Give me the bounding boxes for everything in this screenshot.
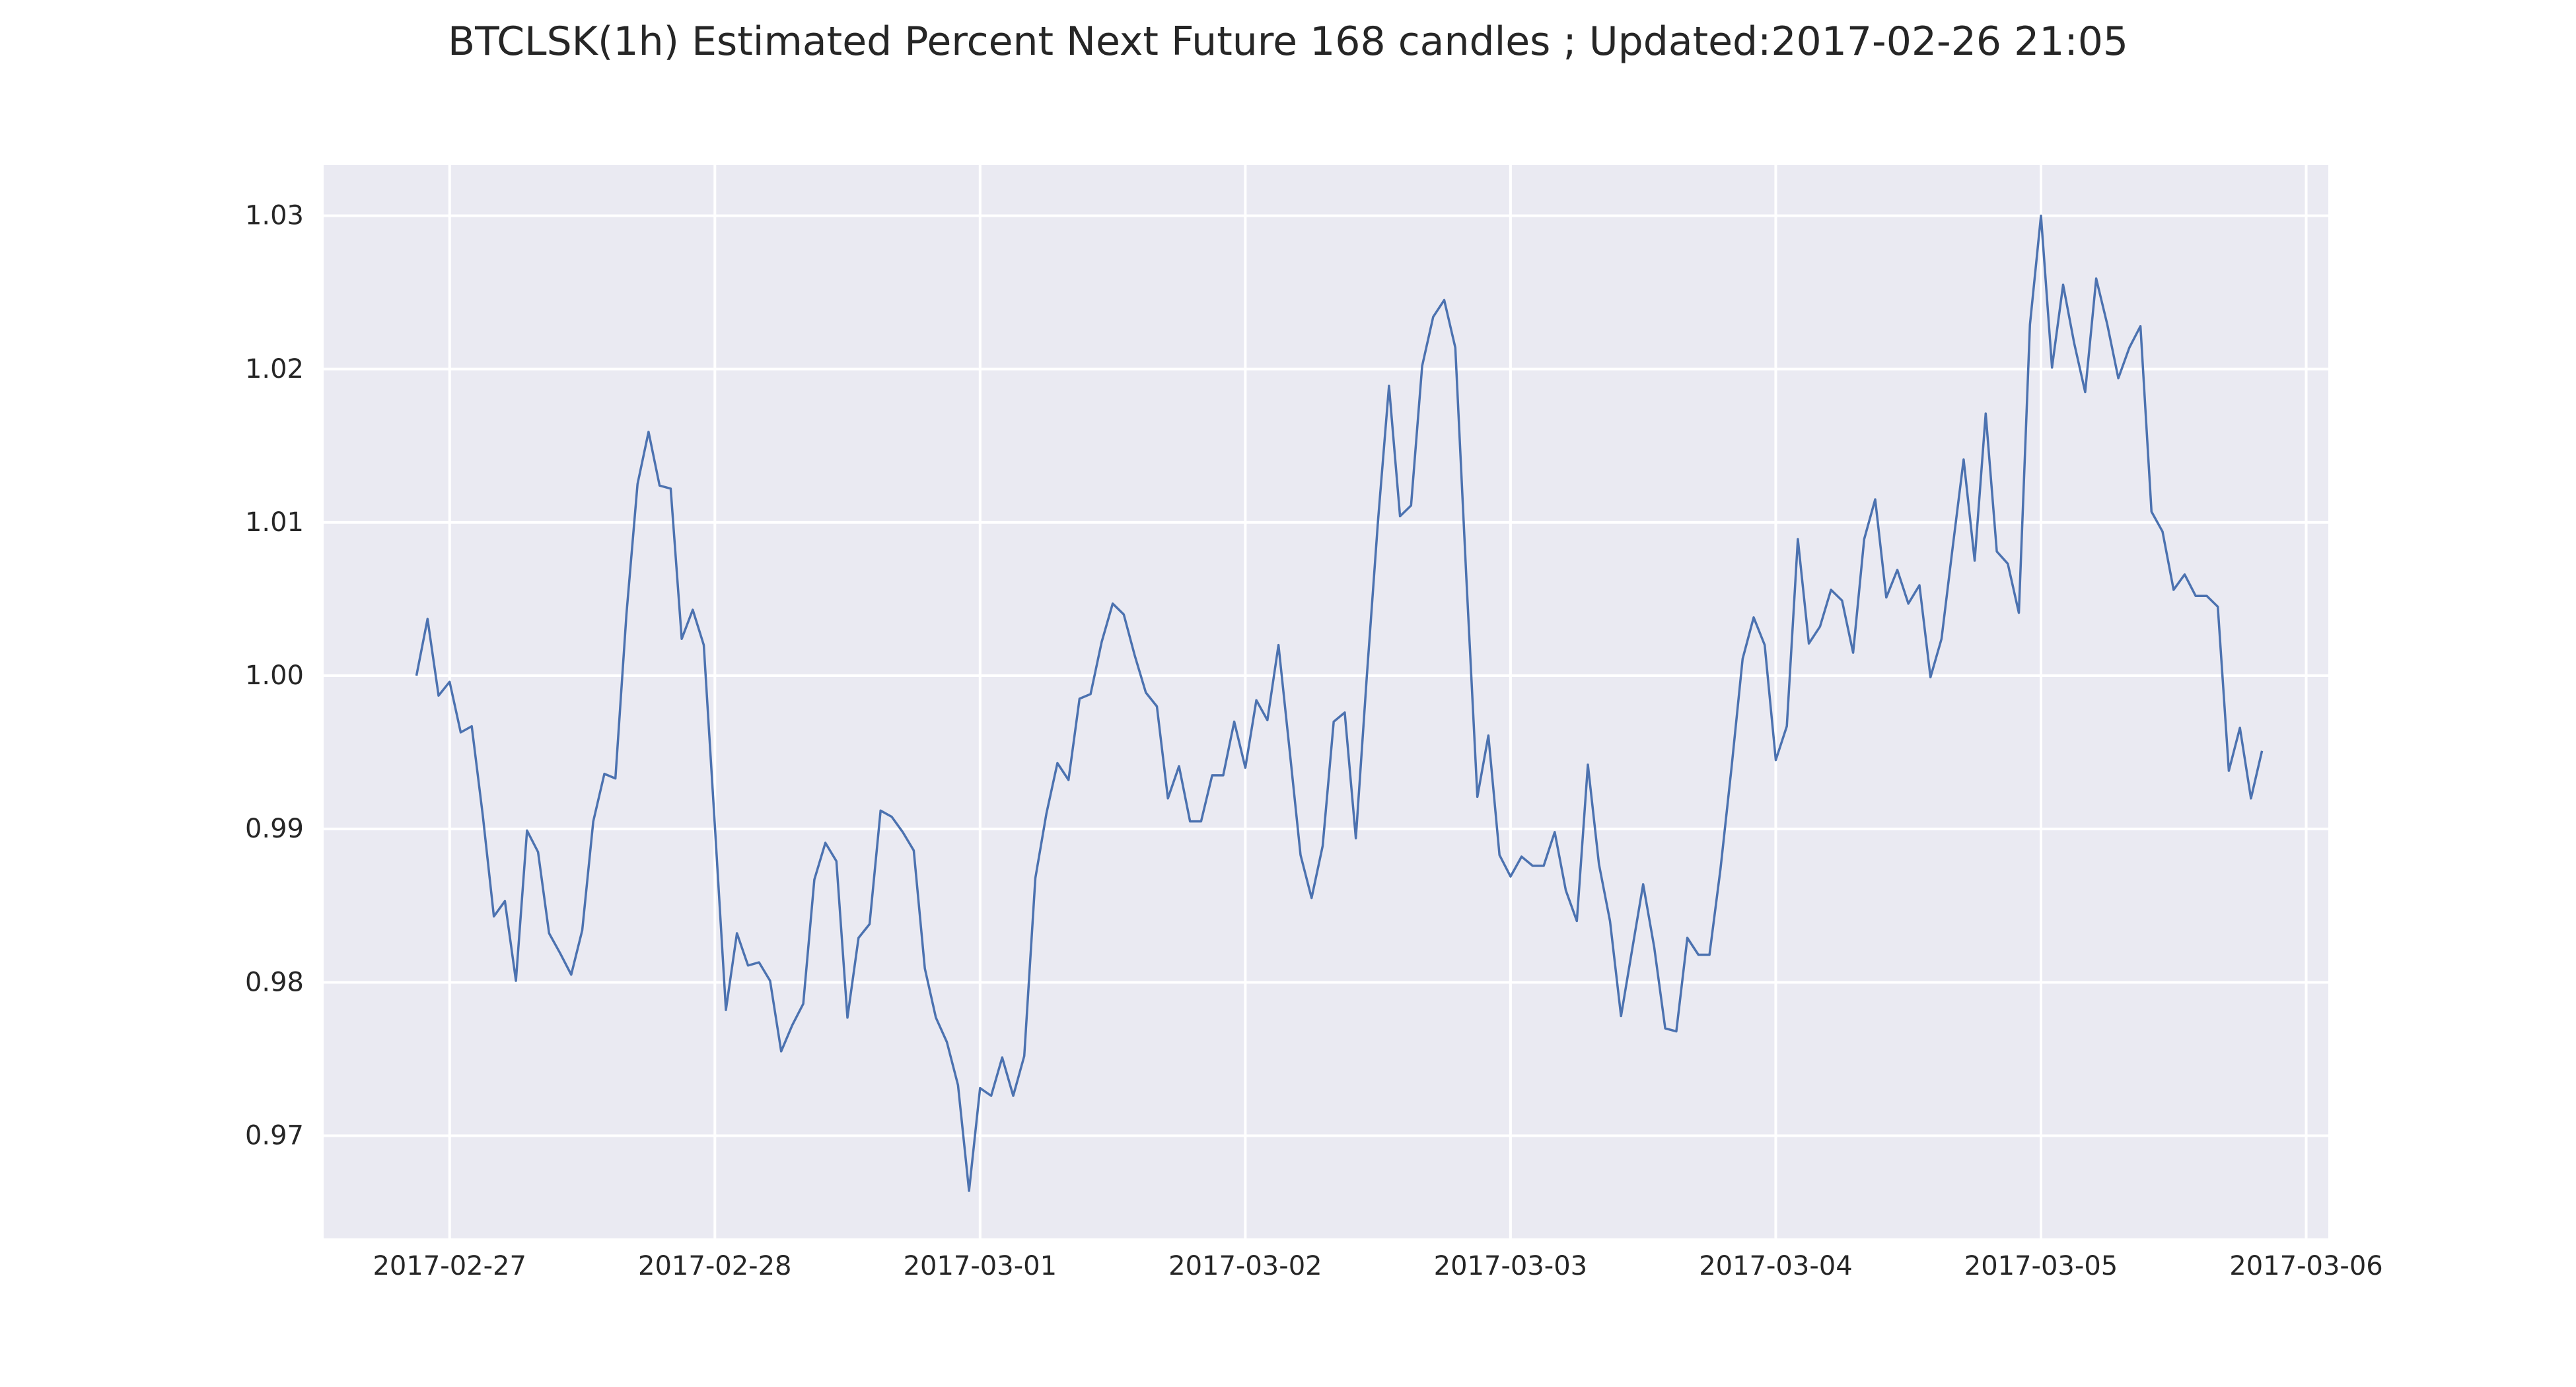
x-tick-label: 2017-03-06	[2229, 1251, 2382, 1281]
x-tick-label: 2017-02-28	[638, 1251, 791, 1281]
plot-area	[324, 165, 2328, 1238]
x-tick-label: 2017-03-01	[904, 1251, 1057, 1281]
x-tick-label: 2017-03-05	[1964, 1251, 2118, 1281]
y-tick-label: 1.02	[245, 354, 304, 384]
y-tick-label: 0.98	[245, 967, 304, 997]
y-tick-label: 1.01	[245, 507, 304, 538]
tick-labels: 0.97 0.98 0.99 1.00 1.01 1.02 1.03 2017-02-27 20…	[245, 201, 2383, 1281]
series-lines	[415, 214, 2264, 1192]
x-tick-label: 2017-03-04	[1699, 1251, 1852, 1281]
y-tick-label: 1.03	[245, 201, 304, 231]
x-tick-label: 2017-03-02	[1168, 1251, 1322, 1281]
x-tick-label: 2017-03-03	[1434, 1251, 1587, 1281]
series-line	[415, 214, 2264, 1192]
y-tick-label: 0.99	[245, 814, 304, 844]
y-tick-label: 1.00	[245, 660, 304, 691]
y-tick-label: 0.97	[245, 1120, 304, 1151]
chart-title: BTCLSK(1h) Estimated Percent Next Future…	[447, 18, 2129, 65]
x-tick-label: 2017-02-27	[373, 1251, 526, 1281]
grid-lines	[324, 165, 2328, 1238]
